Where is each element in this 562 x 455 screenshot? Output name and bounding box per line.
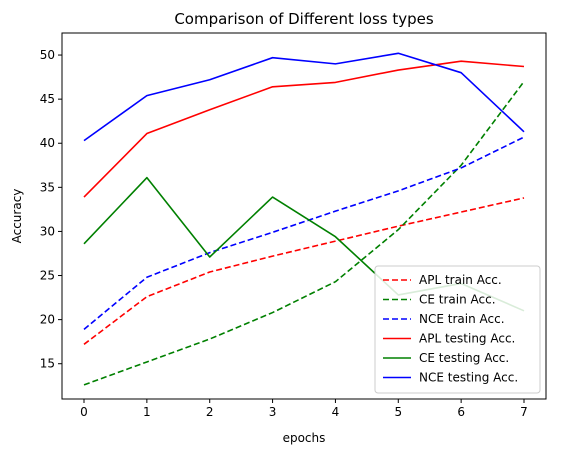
x-tick-label: 7 — [520, 405, 528, 419]
legend-entry-label: APL train Acc. — [419, 273, 502, 287]
y-axis: 15 20 25 30 35 40 45 50 — [40, 48, 62, 371]
legend-entry-label: NCE train Acc. — [419, 312, 505, 326]
y-tick-label: 30 — [40, 224, 55, 238]
x-tick-label: 6 — [457, 405, 465, 419]
x-tick-label: 2 — [206, 405, 214, 419]
plot-area — [83, 52, 525, 386]
y-tick-label: 45 — [40, 92, 55, 106]
x-tick-label: 1 — [143, 405, 151, 419]
legend-entry-label: CE train Acc. — [419, 293, 496, 307]
x-axis-label: epochs — [283, 431, 326, 445]
series-line-apl-testing-acc — [83, 60, 525, 198]
legend: APL train Acc. CE train Acc. NCE train Acc… — [374, 265, 541, 394]
y-tick-label: 50 — [40, 48, 55, 62]
x-tick-label: 3 — [269, 405, 277, 419]
y-tick-label: 40 — [40, 136, 55, 150]
x-tick-label: 4 — [332, 405, 340, 419]
y-tick-label: 35 — [40, 180, 55, 194]
plot-frame — [61, 32, 547, 400]
legend-box — [374, 265, 541, 394]
y-tick-label: 15 — [40, 357, 55, 371]
chart-title: Comparison of Different loss types — [174, 10, 434, 28]
y-axis-label: Accuracy — [10, 189, 24, 244]
x-tick-label: 5 — [394, 405, 402, 419]
series-line-nce-testing-acc — [83, 52, 525, 142]
y-tick-label: 25 — [40, 269, 55, 283]
series-line-apl-train-acc — [83, 197, 525, 345]
x-axis: 0 1 2 3 4 5 6 7 — [80, 399, 528, 419]
legend-entry-label: NCE testing Acc. — [419, 371, 518, 385]
x-tick-label: 0 — [80, 405, 88, 419]
series-line-nce-train-acc — [83, 136, 525, 330]
y-tick-label: 20 — [40, 313, 55, 327]
series-line-ce-train-acc — [83, 81, 525, 386]
legend-entry-label: CE testing Acc. — [419, 351, 509, 365]
legend-entry-label: APL testing Acc. — [419, 332, 515, 346]
